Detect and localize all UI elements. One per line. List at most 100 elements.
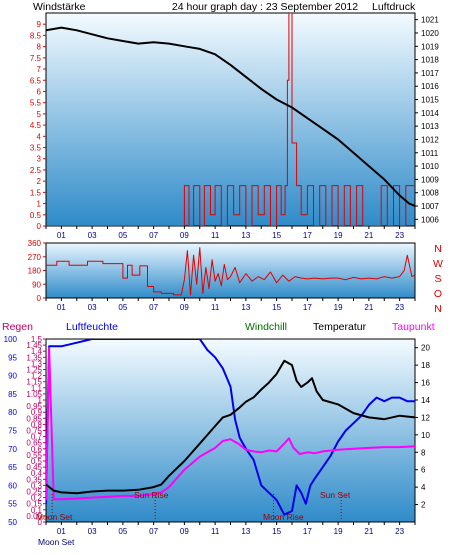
humidity-tick-label: 65 [8,463,17,472]
rain-tick-label: 1.25 [26,366,42,375]
x-tick-label: 15 [272,303,281,312]
wind-tick-label: 5.5 [30,99,42,108]
chart-title: 24 hour graph day : 23 September 2012 [172,1,358,13]
rain-tick-label: 0.4 [31,469,43,478]
rain-tick-label: 1.3 [31,359,43,368]
humidity-tick-label: 95 [8,353,17,362]
rain-tick-label: 1.4 [31,347,43,356]
x-tick-label: 05 [118,303,127,312]
compass-w: W [433,258,443,270]
pressure-tick-label: 1014 [421,109,439,118]
rain-tick-label: 0.65 [26,439,42,448]
event-moon-rise: Moon Rise [263,512,304,522]
temperature-legend: Temperatur [313,321,367,333]
rain-tick-label: 1.5 [31,335,43,344]
pressure-series [46,26,415,207]
wind-tick-label: 2 [37,177,42,186]
pressure-tick-label: 1011 [421,149,439,158]
panel-wind-direction [45,242,416,299]
direction-tick-label: 90 [32,280,41,289]
rain-tick-label: 0.85 [26,414,42,423]
pressure-tick-label: 1020 [421,29,439,38]
wind-tick-label: 3 [37,155,42,164]
x-tick-label: 17 [303,231,312,240]
humidity-axis-title: Luftfeuchte [66,321,118,333]
direction-tick-label: 270 [28,253,42,262]
pressure-tick-label: 1013 [421,122,439,131]
x-tick-label: 15 [272,231,281,240]
pressure-tick-label: 1017 [421,69,439,78]
direction-tick-label: 360 [28,239,42,248]
x-tick-label: 01 [57,303,66,312]
x-tick-label: 05 [118,527,127,536]
wind-tick-label: 9 [37,20,42,29]
x-tick-label: 01 [57,527,66,536]
panel-wind-pressure [45,12,416,227]
x-tick-label: 13 [241,527,250,536]
rain-tick-label: 0 [38,518,43,527]
pressure-tick-label: 1010 [421,162,439,171]
humidity-tick-label: 90 [8,372,17,381]
compass-o: O [434,288,442,300]
wind-tick-label: 4 [37,132,42,141]
wind-tick-label: 1 [37,200,42,209]
x-tick-label: 03 [88,231,97,240]
wind-tick-label: 6.5 [30,76,42,85]
rain-tick-label: 0.45 [26,463,42,472]
wind-tick-label: 8 [37,43,42,52]
pressure-tick-label: 1012 [421,135,439,144]
compass-n-bottom: N [434,303,442,315]
temperature-tick-label: 16 [421,379,430,388]
x-tick-label: 11 [211,231,220,240]
x-tick-label: 17 [303,527,312,536]
humidity-tick-label: 75 [8,427,17,436]
compass-n-top: N [434,243,442,255]
temperature-tick-label: 20 [421,344,430,353]
rain-tick-label: 0.75 [26,427,42,436]
x-tick-label: 11 [211,303,220,312]
x-tick-label: 21 [364,231,373,240]
rain-tick-label: 0.05 [26,512,42,521]
temperature-series [46,359,415,495]
x-tick-label: 19 [334,303,343,312]
data-series [46,13,415,516]
rain-tick-label: 0.8 [31,420,43,429]
pressure-tick-label: 1006 [421,215,439,224]
pressure-tick-label: 1016 [421,82,439,91]
rain-tick-label: 1.15 [26,378,42,387]
x-tick-label: 21 [364,527,373,536]
rain-tick-label: 0.1 [31,506,43,515]
humidity-tick-label: 85 [8,390,17,399]
wind-tick-label: 8.5 [30,31,42,40]
rain-tick-label: 0.5 [31,457,43,466]
humidity-tick-label: 70 [8,445,17,454]
humidity-tick-label: 60 [8,481,17,490]
wind-tick-label: 4.5 [30,121,42,130]
rain-tick-label: 0.2 [31,494,43,503]
compass-s: S [434,273,441,285]
temperature-tick-label: 14 [421,396,430,405]
pressure-axis-title: Luftdruck [372,1,416,13]
x-tick-label: 09 [180,231,189,240]
rain-tick-label: 1.05 [26,390,42,399]
x-tick-label: 23 [395,303,404,312]
direction-tick-label: 180 [28,267,42,276]
rain-tick-label: 0.35 [26,475,42,484]
x-tick-label: 23 [395,231,404,240]
humidity-tick-label: 100 [4,335,18,344]
x-tick-label: 03 [88,527,97,536]
rain-axis-title: Regen [2,321,33,333]
dewpoint-legend: Taupunkt [392,321,435,333]
rain-tick-label: 0.95 [26,402,42,411]
x-tick-label: 09 [180,527,189,536]
x-tick-label: 17 [303,303,312,312]
humidity-tick-label: 50 [8,518,17,527]
moon-set-bottom-label: Moon Set [38,537,75,547]
x-tick-label: 19 [334,527,343,536]
rain-tick-label: 0.6 [31,445,43,454]
x-tick-label: 15 [272,527,281,536]
x-tick-label: 11 [211,527,220,536]
wind-tick-label: 6 [37,87,42,96]
rain-tick-label: 0.9 [31,408,43,417]
